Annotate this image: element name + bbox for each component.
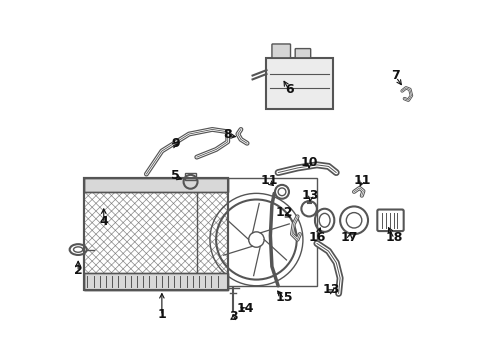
Text: 7: 7 xyxy=(391,69,400,82)
Text: 15: 15 xyxy=(275,291,292,304)
Text: 2: 2 xyxy=(74,264,82,277)
Text: 12: 12 xyxy=(275,206,292,219)
Text: 1: 1 xyxy=(157,308,166,321)
Bar xyxy=(84,178,227,289)
Bar xyxy=(84,178,227,192)
Bar xyxy=(84,178,227,289)
Text: 16: 16 xyxy=(307,231,325,244)
FancyBboxPatch shape xyxy=(295,49,310,58)
Text: 13: 13 xyxy=(322,283,339,296)
Text: 4: 4 xyxy=(99,215,108,228)
FancyBboxPatch shape xyxy=(271,44,290,58)
Text: 3: 3 xyxy=(228,310,237,323)
Text: 6: 6 xyxy=(285,83,293,96)
Text: 11: 11 xyxy=(260,174,277,187)
Bar xyxy=(185,172,196,180)
Bar xyxy=(84,273,227,289)
Text: 13: 13 xyxy=(302,189,319,202)
Text: 9: 9 xyxy=(171,137,180,150)
Text: 5: 5 xyxy=(171,169,180,182)
Bar xyxy=(196,178,316,286)
Text: 18: 18 xyxy=(385,231,402,244)
Text: 17: 17 xyxy=(340,231,357,244)
Text: 14: 14 xyxy=(236,302,254,315)
Text: 11: 11 xyxy=(352,174,370,187)
Bar xyxy=(84,178,227,192)
FancyBboxPatch shape xyxy=(265,58,332,109)
Text: 10: 10 xyxy=(300,156,317,169)
Text: 8: 8 xyxy=(223,127,232,140)
Bar xyxy=(84,273,227,289)
